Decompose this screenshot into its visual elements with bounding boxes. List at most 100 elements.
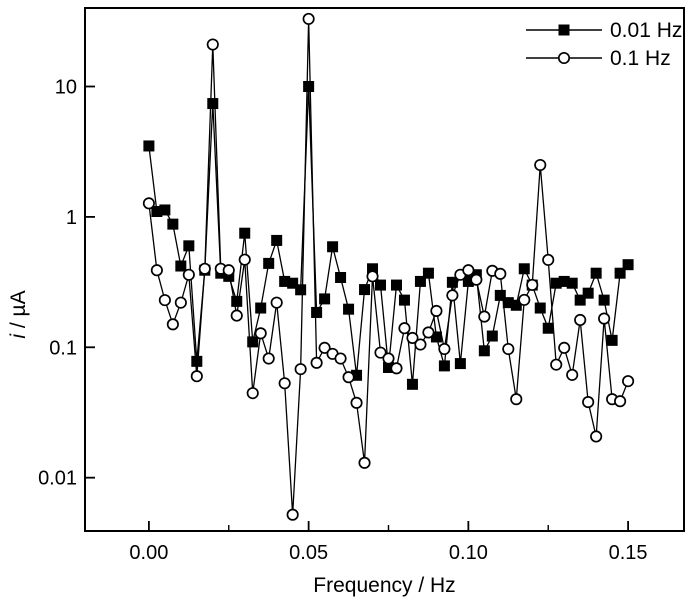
data-point-circle bbox=[414, 338, 427, 351]
legend-entry-0.01-Hz: 0.01 Hz bbox=[526, 19, 682, 42]
data-point-circle bbox=[278, 377, 291, 390]
data-point-circle bbox=[318, 341, 331, 354]
data-point-circle bbox=[438, 342, 451, 356]
data-point-circle bbox=[382, 352, 395, 365]
data-point-square bbox=[422, 267, 434, 279]
data-point-square bbox=[486, 330, 498, 342]
data-point-square bbox=[550, 277, 562, 289]
data-point-square bbox=[239, 227, 251, 239]
data-point-circle bbox=[422, 326, 435, 339]
data-point-circle bbox=[270, 296, 283, 309]
data-point-square bbox=[430, 331, 442, 343]
data-point-square bbox=[614, 267, 626, 279]
data-point-square bbox=[311, 306, 323, 318]
data-point-square bbox=[390, 279, 402, 291]
data-point-square bbox=[167, 218, 179, 230]
series-0.1-Hz bbox=[142, 12, 635, 521]
x-tick-label: 0.10 bbox=[449, 542, 488, 564]
data-point-circle bbox=[246, 387, 259, 400]
data-point-circle bbox=[206, 38, 219, 51]
data-point-circle bbox=[470, 273, 483, 286]
data-point-circle bbox=[142, 197, 155, 210]
data-point-square bbox=[510, 299, 522, 311]
data-point-circle bbox=[478, 310, 491, 323]
data-point-square bbox=[287, 277, 299, 289]
data-point-circle bbox=[374, 346, 387, 359]
data-point-square bbox=[478, 345, 490, 357]
data-point-square bbox=[263, 257, 275, 269]
data-point-square bbox=[406, 378, 418, 390]
data-point-square bbox=[223, 270, 235, 282]
data-point-circle bbox=[150, 264, 163, 277]
data-point-square bbox=[590, 267, 602, 279]
x-axis-title: Frequency / Hz bbox=[313, 574, 455, 597]
data-point-square bbox=[542, 322, 554, 334]
data-point-square bbox=[518, 263, 530, 275]
data-point-circle bbox=[446, 289, 459, 302]
data-point-square bbox=[319, 293, 331, 305]
data-point-square bbox=[398, 294, 410, 306]
data-point-square bbox=[558, 24, 570, 36]
data-point-circle bbox=[310, 356, 323, 369]
data-point-square bbox=[566, 277, 578, 289]
data-point-square bbox=[462, 275, 474, 287]
data-point-square bbox=[247, 336, 259, 348]
data-point-circle bbox=[358, 456, 371, 469]
data-point-square bbox=[622, 259, 634, 271]
data-point-square bbox=[454, 358, 466, 370]
data-point-square bbox=[191, 355, 203, 367]
y-tick-label: 10 bbox=[55, 77, 77, 99]
data-point-circle bbox=[558, 341, 571, 354]
data-point-square bbox=[159, 204, 171, 216]
data-point-square bbox=[558, 275, 570, 287]
x-tick-label: 0.15 bbox=[609, 542, 648, 564]
data-point-circle bbox=[510, 393, 523, 406]
data-point-square bbox=[375, 279, 387, 291]
data-point-square bbox=[143, 140, 155, 152]
data-point-square bbox=[414, 275, 426, 287]
data-point-square bbox=[327, 241, 339, 253]
data-point-square bbox=[606, 334, 618, 346]
data-point-square bbox=[367, 263, 379, 275]
data-point-square bbox=[175, 260, 187, 272]
data-point-circle bbox=[502, 342, 515, 356]
data-point-square bbox=[446, 276, 458, 288]
data-point-square bbox=[351, 369, 363, 381]
data-point-circle bbox=[590, 430, 603, 443]
data-point-circle bbox=[286, 508, 299, 521]
data-point-circle bbox=[518, 293, 531, 306]
data-point-circle bbox=[334, 352, 347, 365]
legend-entry-0.1-Hz: 0.1 Hz bbox=[526, 47, 671, 70]
data-point-circle bbox=[622, 375, 635, 388]
legend-label: 0.01 Hz bbox=[610, 19, 682, 42]
data-point-circle bbox=[398, 322, 411, 335]
data-point-circle bbox=[557, 51, 571, 65]
data-point-circle bbox=[230, 309, 243, 322]
data-point-circle bbox=[582, 396, 595, 409]
data-point-circle bbox=[294, 363, 307, 376]
data-point-circle bbox=[526, 278, 539, 291]
data-point-circle bbox=[574, 313, 587, 327]
data-point-square bbox=[335, 271, 347, 283]
data-point-square bbox=[255, 302, 267, 314]
legend-label: 0.1 Hz bbox=[610, 47, 671, 70]
data-point-square bbox=[231, 295, 243, 307]
data-point-circle bbox=[462, 264, 475, 277]
data-point-circle bbox=[342, 371, 355, 384]
data-point-square bbox=[534, 302, 546, 314]
y-tick-label: 0.1 bbox=[49, 337, 77, 359]
data-point-circle bbox=[262, 352, 275, 365]
data-point-circle bbox=[190, 370, 203, 383]
data-point-circle bbox=[366, 270, 379, 283]
data-point-square bbox=[382, 361, 394, 373]
data-point-circle bbox=[238, 253, 251, 266]
data-point-circle bbox=[302, 12, 315, 25]
data-point-circle bbox=[550, 358, 563, 371]
y-axis-title: i / µA bbox=[7, 290, 30, 338]
data-point-square bbox=[438, 360, 450, 372]
data-point-square bbox=[271, 234, 283, 246]
data-point-square bbox=[502, 297, 514, 309]
data-point-circle bbox=[222, 264, 235, 277]
